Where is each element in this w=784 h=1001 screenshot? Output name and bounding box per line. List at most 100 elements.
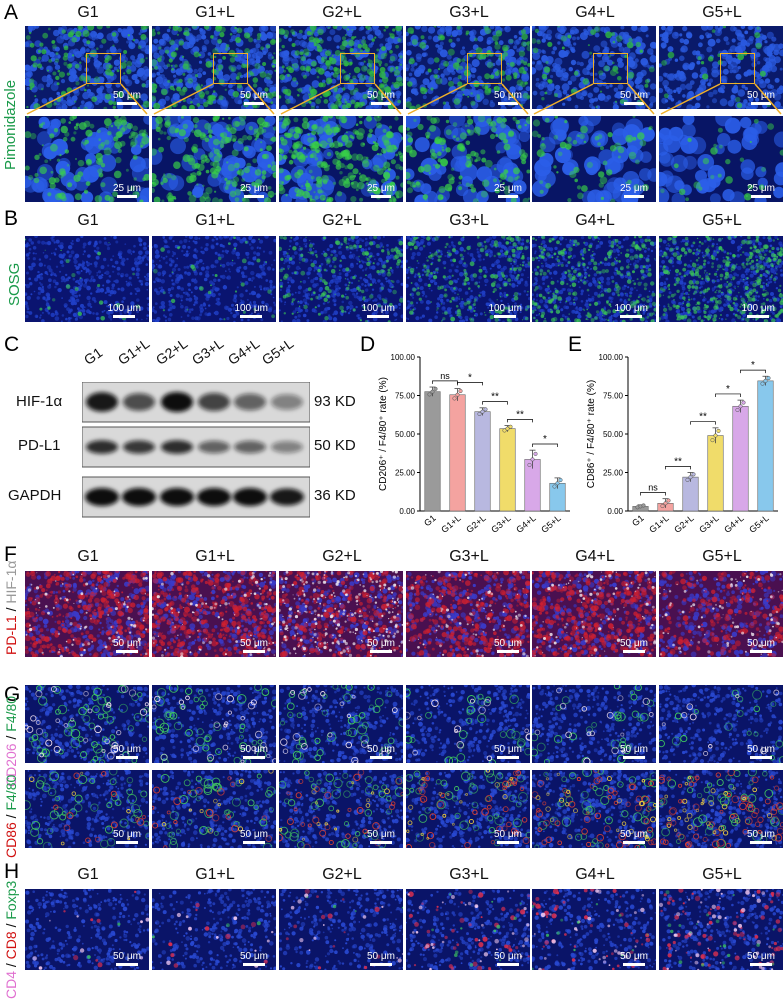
zoom-box [467,53,502,84]
significance-bracket [640,492,666,496]
panel-label-a: A [4,1,19,24]
a-top-image-5: 50 μm [532,26,656,109]
data-point [763,378,768,383]
g-bottom-image-6: 50 μm [659,770,783,848]
blot-lane-1: G1 [80,344,106,368]
y-tick-label: 50.00 [395,430,416,439]
data-point [480,409,485,414]
a-top-image-4: 50 μm [406,26,530,109]
a-bottom-scale-bar-3-bar [371,195,391,198]
panel-label-g: G [4,683,21,706]
g-top-scale-bar-3-text: 50 μm [367,744,395,755]
g-row2-stain-label: CD86 / F4/80 [3,774,19,858]
g-top-scale-bar-5-text: 50 μm [620,744,648,755]
h-scale-bar-4: 50 μm [494,951,522,966]
header-f-3: G2+L [322,548,362,565]
bar-G1 [424,391,441,512]
a-top-scale-bar-5-bar [624,102,644,105]
g-bottom-scale-bar-6-text: 50 μm [747,829,775,840]
a-bottom-scale-bar-2-bar [244,195,264,198]
panel-label-c: C [4,333,20,356]
significance-label: ** [491,392,499,403]
f-scale-bar-3-bar [370,650,392,653]
x-tick-label: G1+L [647,513,670,535]
bar-G3+L [499,428,516,512]
data-point [458,388,463,394]
x-tick-label: G1 [422,513,438,528]
b-scale-bar-1-bar [113,315,136,318]
data-point [427,392,432,397]
significance-label: * [751,360,755,371]
g-top-scale-bar-4-text: 50 μm [494,744,522,755]
b-scale-bar-2-bar [240,315,263,318]
bar-G2+L [474,411,491,512]
y-tick-label: 75.00 [603,392,624,401]
g-bottom-scale-bar-3-bar [370,841,392,844]
a-bottom-image-2: 25 μm [152,116,276,202]
g-bottom-image-2: 50 μm [152,770,276,848]
data-point [766,376,771,381]
data-point [713,433,718,438]
g-bottom-image-1: 50 μm [25,770,149,848]
g-bottom-scale-bar-3: 50 μm [367,829,395,844]
g-top-scale-bar-2: 50 μm [240,744,268,759]
f-image-3: 50 μm [279,571,403,657]
h-scale-bar-5: 50 μm [620,951,648,966]
g-bottom-image-5: 50 μm [532,770,656,848]
zoom-connector-lines [26,83,782,115]
h-image-1: 50 μm [25,889,149,970]
blot-lane-3: G2+L [152,335,191,368]
g-bottom-image-4: 50 μm [406,770,530,848]
significance-label: ** [699,412,707,423]
header-h-4: G3+L [449,866,489,883]
x-tick-label: G1+L [439,513,462,535]
a-top-scale-bar-1-bar [117,102,137,105]
y-tick-label: 100.00 [391,353,416,362]
blot-kd-pdl1: 50 KD [314,437,356,454]
b-scale-bar-3: 100 μm [361,303,395,318]
a-bottom-scale-bar-5-bar [624,195,644,198]
significance-bracket [457,382,483,386]
significance-bracket [532,443,558,448]
g-top-scale-bar-5-bar [623,756,645,759]
a-top-scale-bar-2-text: 50 μm [240,90,268,101]
blot-lane-5: G4+L [224,335,263,368]
header-f-5: G4+L [575,548,615,565]
b-scale-bar-5-bar [620,315,643,318]
data-point [688,475,693,480]
a-bottom-scale-bar-1-text: 25 μm [113,183,141,194]
b-image-3: 100 μm [279,236,403,322]
x-tick-label: G2+L [672,513,695,535]
b-scale-bar-4: 100 μm [488,303,522,318]
blot-label-hif1a: HIF-1α [16,393,63,410]
panel-label-f: F [4,543,17,566]
g-top-image-6: 50 μm [659,685,783,763]
f-image-6: 50 μm [659,571,783,657]
y-tick-label: 25.00 [603,469,624,478]
a-top-image-2: 50 μm [152,26,276,109]
a-bottom-image-6: 25 μm [659,116,783,202]
y-axis-label: CD86⁺ / F4/80⁺ rate (%) [586,380,597,488]
header-f-4: G3+L [449,548,489,565]
data-point [735,407,740,413]
a-top-scale-bar-4-bar [498,102,518,105]
b-scale-bar-1-text: 100 μm [107,303,141,314]
f-scale-bar-2-text: 50 μm [240,638,268,649]
panel-label-e: E [568,333,583,356]
a-bottom-image-5: 25 μm [532,116,656,202]
g-top-image-2: 50 μm [152,685,276,763]
b-scale-bar-3-bar [367,315,390,318]
g-top-image-5: 50 μm [532,685,656,763]
data-point [685,477,690,482]
data-point [663,501,668,506]
g-top-image-1: 50 μm [25,685,149,763]
header-a-3: G2+L [322,4,362,21]
b-image-2: 100 μm [152,236,276,322]
h-image-5: 50 μm [532,889,656,970]
blot-label-gapdh: GAPDH [8,487,62,504]
data-point [555,481,560,486]
y-tick-label: 100.00 [599,353,624,362]
f-scale-bar-5-text: 50 μm [620,638,648,649]
h-scale-bar-5-bar [623,963,645,966]
data-point [716,428,721,433]
